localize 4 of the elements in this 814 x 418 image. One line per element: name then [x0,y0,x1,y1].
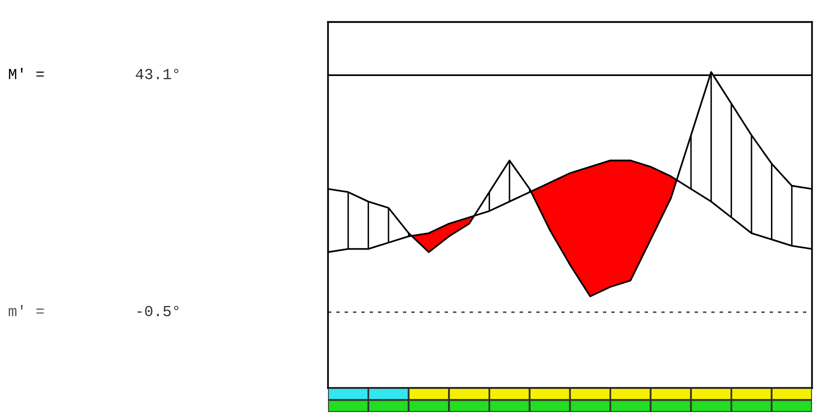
ref-line-label: M' = [8,68,44,80]
ref-line-label: m' = [8,305,44,316]
text: 43.1° [136,68,178,80]
text: -0.5° [137,306,178,316]
